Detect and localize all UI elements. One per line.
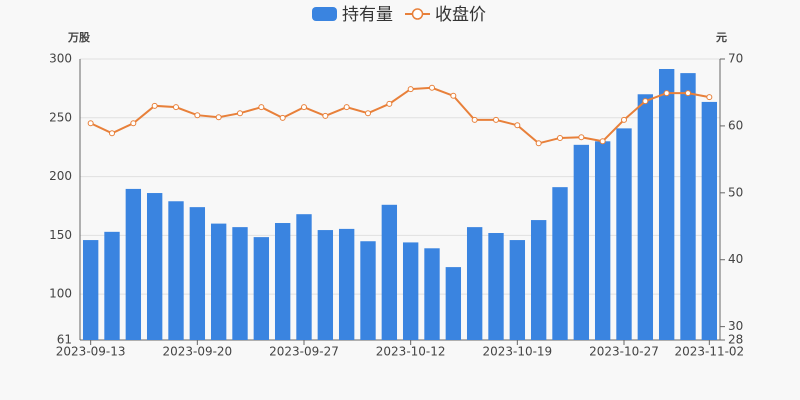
x-tick-label: 2023-11-02 — [674, 345, 744, 359]
bar — [658, 68, 675, 341]
bar — [104, 231, 120, 340]
bar — [616, 128, 632, 340]
line-point — [621, 116, 627, 123]
x-tick-label: 2023-09-27 — [269, 345, 339, 359]
line-point — [471, 116, 478, 123]
legend-label[interactable]: 收盘价 — [435, 5, 486, 25]
legend-swatch[interactable] — [411, 8, 424, 20]
line-point — [87, 120, 94, 127]
y2-tick-label: 30 — [728, 319, 743, 333]
bar — [402, 242, 419, 340]
legend-swatch[interactable] — [312, 7, 337, 21]
line-point — [706, 94, 713, 101]
bar — [146, 193, 163, 340]
y2-tick-label: 70 — [728, 52, 743, 66]
y-tick-label: 150 — [49, 228, 72, 242]
line-point — [109, 130, 115, 137]
x-tick-label: 2023-10-27 — [589, 345, 659, 359]
bar — [168, 201, 184, 340]
line-point — [173, 104, 179, 111]
line-point — [685, 90, 691, 97]
bar — [338, 228, 355, 340]
bar — [274, 223, 291, 340]
y-tick-label: 300 — [49, 52, 72, 66]
bar — [573, 144, 590, 340]
line-point — [301, 104, 307, 111]
line-point — [450, 92, 457, 99]
line-point — [557, 134, 563, 141]
line-point — [642, 98, 649, 105]
y2-tick-label: 50 — [728, 185, 743, 199]
line-point — [365, 110, 371, 117]
bar — [594, 141, 611, 340]
line-point — [386, 100, 393, 107]
bar — [125, 188, 142, 340]
y2-tick-label: 28 — [728, 333, 743, 347]
y-tick-label: 250 — [49, 110, 72, 124]
bar — [424, 248, 440, 340]
x-tick-label: 2023-10-19 — [482, 345, 552, 359]
bar — [552, 187, 568, 340]
bar — [82, 240, 99, 340]
bar — [445, 267, 462, 340]
y2-tick-label: 60 — [728, 118, 743, 132]
bar — [232, 227, 248, 340]
x-tick-label: 2023-09-13 — [56, 345, 126, 359]
bar — [296, 214, 312, 340]
bar — [637, 94, 654, 340]
bar — [701, 101, 718, 341]
line-point — [535, 140, 542, 147]
bar — [466, 227, 483, 340]
y-tick-label: 100 — [49, 287, 72, 301]
bar — [680, 73, 696, 340]
line-point — [237, 110, 243, 117]
line-point — [599, 138, 606, 145]
y-tick-label: 200 — [49, 169, 72, 183]
line-point — [322, 112, 329, 119]
line — [90, 86, 710, 145]
bar — [509, 240, 526, 340]
line-point — [194, 112, 201, 119]
legend-label[interactable]: 持有量 — [342, 5, 393, 25]
line-point — [279, 114, 286, 121]
bar — [360, 241, 376, 340]
x-tick-label: 2023-10-12 — [376, 345, 446, 359]
line-point — [215, 114, 222, 121]
line-point — [151, 102, 158, 109]
bar — [210, 223, 227, 340]
line-point — [663, 90, 670, 97]
bar — [488, 233, 504, 340]
line-point — [429, 84, 435, 91]
bar — [381, 204, 398, 340]
line-point — [514, 122, 521, 129]
bar — [189, 207, 206, 340]
line-point — [343, 104, 350, 111]
y2-tick-label: 40 — [728, 252, 743, 266]
line-point — [407, 86, 414, 93]
bar — [530, 220, 547, 340]
line-point — [493, 116, 499, 123]
bar — [253, 237, 270, 340]
line-point — [258, 104, 265, 111]
bar — [317, 230, 334, 340]
x-tick-label: 2023-09-20 — [162, 345, 232, 359]
y-tick-label: 61 — [57, 333, 72, 347]
line-point — [578, 134, 585, 141]
line-point — [130, 120, 137, 127]
y-axis-title: 万股 — [67, 31, 91, 44]
y2-axis-title: 元 — [716, 31, 727, 44]
